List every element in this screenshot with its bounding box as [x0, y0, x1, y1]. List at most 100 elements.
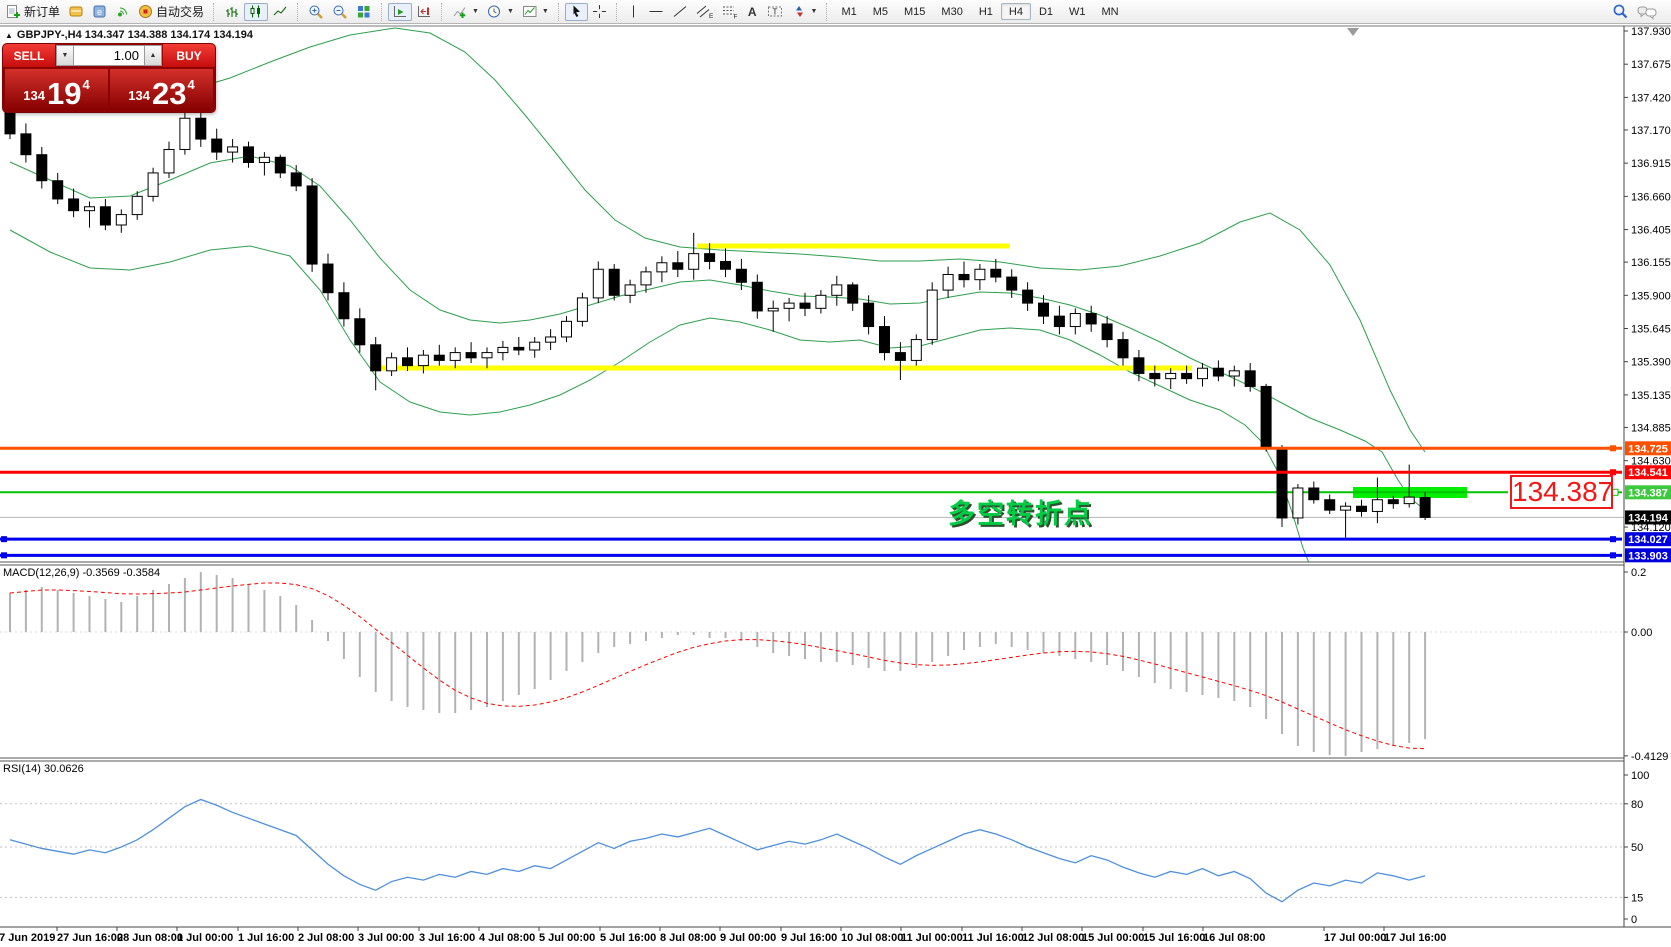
svg-text:80: 80 — [1631, 799, 1643, 811]
sell-price-pip: 4 — [82, 77, 90, 92]
zoom-in-button[interactable] — [304, 3, 328, 21]
timeframe-W1[interactable]: W1 — [1069, 6, 1086, 18]
svg-text:3 Jul 16:00: 3 Jul 16:00 — [419, 932, 475, 944]
search-icon — [1613, 4, 1628, 19]
indicators-button[interactable]: ▼ — [448, 3, 483, 21]
tile-windows-button[interactable] — [352, 3, 376, 21]
ohlc-bars-icon — [226, 7, 239, 17]
templates-button[interactable]: ▼ — [518, 3, 553, 21]
price-axis[interactable]: 137.930 137.675 137.420 137.170 136.915 136.6… — [1624, 26, 1671, 926]
timeframe-M1[interactable]: M1 — [841, 6, 857, 18]
search-button[interactable] — [1608, 3, 1633, 21]
chart-title: ▲ GBPJPY-,H4 134.347 134.388 134.174 134.… — [5, 29, 253, 41]
yellow-resistance-lines[interactable] — [371, 243, 1192, 371]
vertical-line-icon — [632, 5, 634, 18]
timeframe-M15[interactable]: M15 — [904, 6, 926, 18]
text-label-button[interactable]: T — [763, 3, 788, 21]
chart-wizard-button[interactable] — [64, 3, 88, 21]
toolbar-grip — [615, 2, 618, 21]
price-label-box[interactable]: 134.387 — [1510, 475, 1614, 509]
new-order-label: 新订单 — [24, 5, 61, 19]
trendline-button[interactable] — [668, 3, 692, 21]
chart-shift-button[interactable] — [412, 3, 436, 21]
metaeditor-button[interactable]: e — [88, 3, 111, 21]
svg-text:5 Jul 16:00: 5 Jul 16:00 — [600, 932, 656, 944]
timeframe-H1[interactable]: H1 — [978, 6, 993, 18]
chat-button[interactable] — [1633, 3, 1663, 21]
timeframe-M5[interactable]: M5 — [872, 6, 889, 18]
arrows-button[interactable]: ▼ — [788, 3, 822, 21]
timeframe-D1[interactable]: D1 — [1038, 6, 1054, 18]
crosshair-button[interactable] — [588, 3, 611, 21]
sell-button[interactable]: SELL — [3, 44, 55, 67]
timeframe-MN[interactable]: MN — [1101, 6, 1119, 18]
zoom-out-icon — [333, 5, 347, 19]
ohlc-bars-button[interactable] — [220, 3, 244, 21]
sell-price-display[interactable]: 134 19 4 — [5, 69, 108, 110]
candlesticks-button[interactable] — [244, 2, 269, 21]
highlight-rectangle[interactable] — [0, 487, 1622, 498]
new-order-button[interactable]: 新订单 — [2, 3, 64, 21]
toolbar-grip — [557, 2, 560, 21]
collapse-arrow-icon[interactable]: ▲ — [5, 31, 13, 40]
svg-text:135.645: 135.645 — [1631, 324, 1671, 336]
svg-text:136.660: 136.660 — [1631, 191, 1671, 203]
svg-text:10 Jul 08:00: 10 Jul 08:00 — [841, 932, 903, 944]
auto-scroll-button[interactable] — [388, 2, 413, 21]
cursor-icon — [573, 5, 580, 17]
buy-button[interactable]: BUY — [163, 44, 215, 67]
timeframe-M30[interactable]: M30 — [941, 6, 963, 18]
svg-text:0: 0 — [1631, 914, 1637, 926]
svg-text:135.135: 135.135 — [1631, 390, 1671, 402]
svg-text:134.725: 134.725 — [1628, 443, 1668, 455]
svg-text:134.194: 134.194 — [1628, 512, 1669, 524]
signals-button[interactable] — [111, 3, 134, 21]
svg-text:8 Jul 08:00: 8 Jul 08:00 — [660, 932, 716, 944]
toolbar-grip — [381, 2, 383, 21]
auto-trading-button[interactable]: 自动交易 — [134, 3, 208, 21]
arrows-icon — [795, 6, 803, 17]
volume-increase-button[interactable]: ▲ — [144, 45, 162, 66]
line-chart-icon — [273, 6, 287, 16]
zoom-out-button[interactable] — [328, 3, 352, 21]
volume-input[interactable] — [74, 45, 144, 66]
volume-decrease-button[interactable]: ▼ — [56, 45, 74, 66]
periods-button[interactable]: ▼ — [483, 3, 518, 21]
svg-text:12 Jul 08:00: 12 Jul 08:00 — [1022, 932, 1084, 944]
metaeditor-icon: e — [93, 5, 106, 18]
svg-text:2 Jul 08:00: 2 Jul 08:00 — [298, 932, 354, 944]
channel-icon: E — [696, 5, 713, 19]
dropdown-caret-icon: ▼ — [472, 8, 479, 15]
svg-text:50: 50 — [1631, 842, 1643, 854]
horizontal-level-lines[interactable] — [0, 445, 1622, 559]
svg-text:134.120: 134.120 — [1631, 522, 1671, 534]
cursor-button[interactable] — [564, 2, 588, 21]
dropdown-caret-icon: ▼ — [810, 8, 818, 15]
svg-text:137.170: 137.170 — [1631, 125, 1671, 137]
horizontal-line-button[interactable] — [644, 3, 668, 21]
vertical-line-button[interactable] — [623, 3, 644, 21]
volume-stepper: ▼ ▲ — [55, 44, 163, 67]
toolbar-grip — [297, 2, 299, 21]
svg-text:135.900: 135.900 — [1631, 290, 1671, 302]
buy-price-display[interactable]: 134 23 4 — [110, 69, 213, 110]
chat-icon — [1637, 6, 1657, 20]
svg-text:T: T — [772, 8, 777, 17]
channel-button[interactable]: E — [692, 3, 717, 21]
text-label-icon: T — [767, 6, 782, 17]
timeframe-H4[interactable]: H4 — [1000, 3, 1031, 20]
svg-text:9 Jul 00:00: 9 Jul 00:00 — [720, 932, 776, 944]
line-chart-button[interactable] — [268, 3, 292, 21]
svg-text:15 Jul 00:00: 15 Jul 00:00 — [1082, 932, 1144, 944]
text-button[interactable]: A — [742, 3, 763, 21]
rsi-indicator-label: RSI(14) 30.0626 — [3, 763, 84, 775]
sell-price-prefix: 134 — [23, 88, 45, 103]
svg-text:e: e — [97, 7, 102, 17]
svg-text:134.027: 134.027 — [1628, 534, 1668, 546]
fibonacci-button[interactable]: F — [717, 3, 742, 21]
svg-text:15 Jul 16:00: 15 Jul 16:00 — [1143, 932, 1205, 944]
turning-point-annotation[interactable]: 多空转折点 — [948, 499, 1093, 529]
